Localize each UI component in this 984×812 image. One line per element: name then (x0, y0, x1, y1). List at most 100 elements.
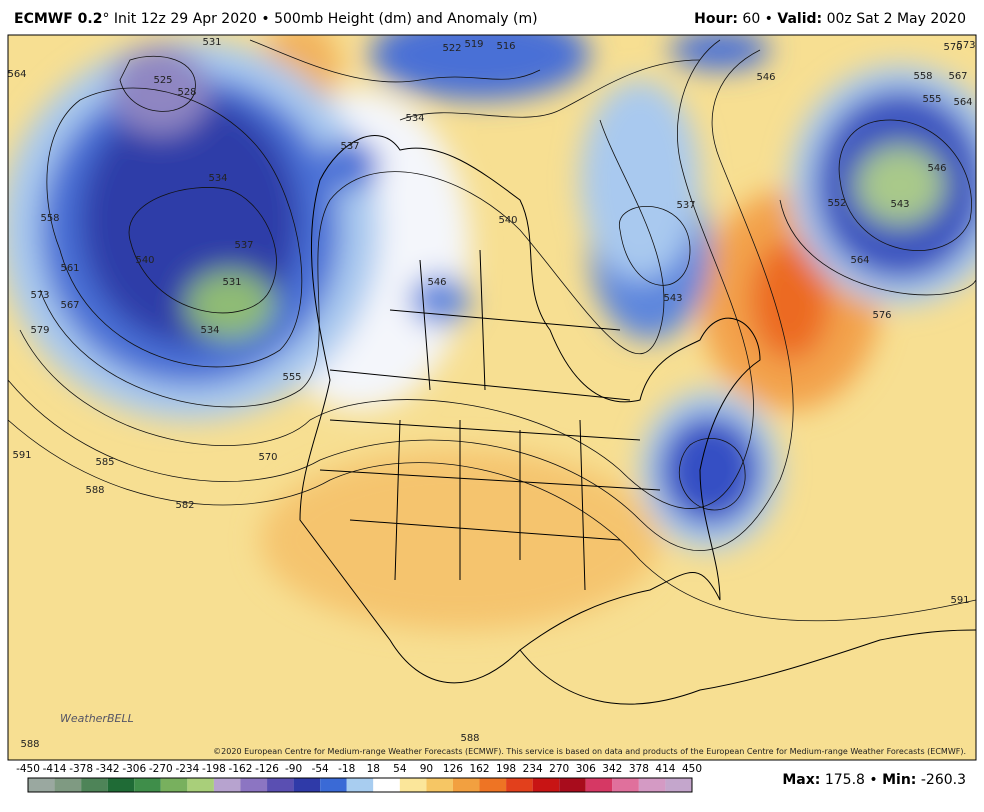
contour-label: 543 (890, 199, 909, 210)
min-label: Min: (882, 772, 916, 788)
header-left: ECMWF 0.2° Init 12z 29 Apr 2020 • 500mb … (14, 11, 538, 27)
colorbar-label: 126 (443, 763, 463, 775)
colorbar-swatch (160, 778, 188, 792)
contour-label: 558 (40, 213, 59, 224)
colorbar-label: -126 (255, 763, 279, 775)
hour-label: Hour: (694, 11, 738, 27)
contour-label: 582 (175, 500, 194, 511)
model: ECMWF 0.2 (14, 11, 102, 27)
contour-label: 555 (922, 94, 941, 105)
contour-label: 570 (943, 42, 962, 53)
colorbar-swatch (54, 778, 82, 792)
borders (299, 135, 976, 705)
colorbar-label: -378 (69, 763, 93, 775)
colorbar-label: -234 (175, 763, 199, 775)
colorbar-label: -198 (202, 763, 226, 775)
min: -260.3 (921, 772, 966, 788)
hour: 60 • (738, 11, 777, 27)
colorbar-label: -270 (149, 763, 173, 775)
header-right: Hour: 60 • Valid: 00z Sat 2 May 2020 (694, 11, 966, 27)
contour-label: 519 (464, 39, 483, 50)
colorbar-swatch (373, 778, 400, 792)
contour-label: 537 (234, 240, 253, 251)
contour-label: 546 (427, 277, 446, 288)
colorbar-label: 54 (393, 763, 407, 775)
colorbar-swatch (559, 778, 586, 792)
separator: • (869, 772, 877, 788)
contour-label: 588 (20, 739, 39, 750)
valid: 00z Sat 2 May 2020 (822, 11, 966, 27)
map-frame (7, 34, 977, 761)
colorbar-frame (27, 777, 693, 793)
contour-label: 579 (30, 325, 49, 336)
contour-label: 564 (953, 97, 972, 108)
contour-label: 585 (95, 457, 114, 468)
contour-label: 570 (258, 452, 277, 463)
colorbar-label: 342 (602, 763, 622, 775)
colorbar-swatch (81, 778, 108, 792)
contour-label: 591 (950, 595, 969, 606)
contour-label: 588 (460, 733, 479, 744)
colorbar-swatch (320, 778, 347, 792)
contour-label: 522 (442, 43, 461, 54)
contour-label: 540 (498, 215, 517, 226)
colorbar-swatch (506, 778, 533, 792)
colorbar-label: 90 (420, 763, 433, 775)
map: 531 525 528 522 519 516 534 537 546 558 555 564 567 5… (7, 35, 976, 760)
colorbar-swatch (213, 778, 241, 792)
contour-label: 534 (200, 325, 219, 336)
contour-label: 531 (222, 277, 241, 288)
colorbar-swatch (426, 778, 453, 792)
colorbar-label: -54 (312, 763, 329, 775)
contour-label: 540 (135, 255, 154, 266)
colorbar-label: -90 (285, 763, 302, 775)
contour-label: 546 (756, 72, 775, 83)
colorbar-swatch (134, 778, 161, 792)
contour-label: 552 (827, 198, 846, 209)
colorbar-label: 270 (549, 763, 569, 775)
contour-label: 525 (153, 75, 172, 86)
colorbar-swatch (638, 778, 666, 792)
colorbar-swatch (399, 778, 427, 792)
logo: WeatherBELL (60, 712, 134, 725)
contour-label: 567 (948, 71, 967, 82)
contour-label: 534 (405, 113, 424, 124)
contour-label: 567 (60, 300, 79, 311)
colorbar-label: 162 (469, 763, 489, 775)
contour-labels: 531 525 528 522 519 516 534 537 546 558 555 564 567 5… (7, 37, 976, 750)
contour-label: 516 (496, 41, 515, 52)
contour-label: 531 (202, 37, 221, 48)
colorbar-swatch (267, 778, 294, 792)
colorbar-label: 198 (496, 763, 516, 775)
stats: Max: 175.8 • Min: -260.3 (782, 772, 966, 788)
height-contours (8, 39, 976, 622)
colorbar-swatch (28, 778, 55, 792)
run-info: ° Init 12z 29 Apr 2020 • 500mb Height (d… (102, 11, 537, 27)
colorbar-label: -162 (229, 763, 253, 775)
colorbar-label: -414 (43, 763, 67, 775)
colorbar-label: -18 (338, 763, 355, 775)
contour-label: 564 (7, 69, 26, 80)
colorbar-swatch (346, 778, 374, 792)
colorbar-label: 306 (576, 763, 596, 775)
contour-label: 588 (85, 485, 104, 496)
colorbar-label: 234 (523, 763, 543, 775)
colorbar: -450 -414 -378 -342 -306 -270 -234 -198 -162 -126… (16, 763, 702, 793)
contour-label: 591 (12, 450, 31, 461)
contour-label: 543 (663, 293, 682, 304)
contour-label: 528 (177, 87, 196, 98)
contour-label: 561 (60, 263, 79, 274)
colorbar-label: 450 (682, 763, 702, 775)
colorbar-swatch (612, 778, 639, 792)
contour-label: 537 (340, 141, 359, 152)
valid-label: Valid: (777, 11, 822, 27)
max: 175.8 (825, 772, 865, 788)
copyright: ©2020 European Centre for Medium-range W… (213, 747, 966, 756)
colorbar-swatch (240, 778, 268, 792)
colorbar-label: 414 (655, 763, 675, 775)
contour-label: 537 (676, 200, 695, 211)
colorbar-swatch (479, 778, 507, 792)
colorbar-label: -342 (96, 763, 120, 775)
